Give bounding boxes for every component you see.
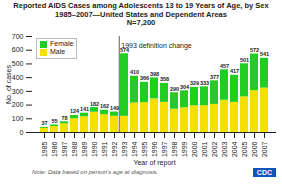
svg-text:501: 501 [240, 57, 249, 63]
svg-text:182: 182 [90, 100, 99, 106]
svg-text:457: 457 [220, 63, 229, 69]
html-text:Note: Data based on person's a: Note: Data based on person's age at diag… [32, 169, 159, 176]
svg-text:2007: 2007 [261, 141, 268, 157]
svg-text:2000: 2000 [191, 141, 198, 157]
svg-text:1992: 1992 [111, 141, 118, 157]
html-text:Male: Male [50, 48, 66, 56]
svg-text:304: 304 [180, 84, 190, 90]
svg-text:200: 200 [12, 101, 24, 108]
svg-text:37: 37 [41, 120, 47, 126]
svg-text:149: 149 [110, 105, 119, 111]
svg-text:398: 398 [150, 71, 159, 77]
svg-text:1987: 1987 [61, 141, 68, 157]
svg-text:2006: 2006 [251, 141, 258, 157]
svg-text:Year of report: Year of report [133, 158, 175, 166]
svg-text:1995: 1995 [141, 141, 148, 157]
svg-text:78: 78 [61, 115, 67, 121]
svg-text:366: 366 [140, 75, 149, 81]
svg-text:1990: 1990 [91, 141, 98, 157]
svg-text:329: 329 [190, 80, 199, 86]
svg-text:700: 700 [12, 33, 24, 40]
svg-text:2005: 2005 [241, 141, 248, 157]
svg-text:1998: 1998 [171, 141, 178, 157]
svg-text:1986: 1986 [51, 141, 58, 157]
svg-text:1999: 1999 [181, 141, 188, 157]
svg-text:1993 definition change: 1993 definition change [121, 42, 192, 50]
html-text:N=7,200: N=7,200 [126, 18, 156, 28]
svg-text:2001: 2001 [201, 141, 208, 157]
svg-text:1991: 1991 [101, 141, 108, 157]
html-text:Female: Female [50, 39, 74, 47]
svg-text:417: 417 [230, 68, 239, 74]
svg-text:1996: 1996 [151, 141, 158, 157]
svg-text:541: 541 [260, 51, 269, 57]
svg-text:2002: 2002 [211, 141, 218, 157]
svg-text:1997: 1997 [161, 141, 168, 157]
svg-text:290: 290 [170, 86, 179, 92]
svg-text:500: 500 [12, 60, 24, 67]
svg-text:1989: 1989 [81, 141, 88, 157]
svg-text:162: 162 [100, 103, 109, 109]
svg-text:1985: 1985 [41, 141, 48, 157]
svg-text:No. of cases: No. of cases [5, 64, 12, 103]
svg-text:1994: 1994 [131, 141, 138, 157]
svg-text:141: 141 [80, 106, 89, 112]
svg-text:410: 410 [130, 69, 139, 75]
html-text:Reported AIDS Cases among Adol: Reported AIDS Cases among Adolescents 13… [13, 1, 269, 19]
svg-text:574: 574 [119, 46, 130, 53]
svg-text:55: 55 [51, 118, 57, 124]
svg-text:358: 358 [160, 76, 169, 82]
svg-text:100: 100 [12, 115, 24, 122]
svg-text:333: 333 [200, 80, 209, 86]
svg-text:400: 400 [12, 74, 24, 81]
svg-text:572: 572 [250, 47, 259, 53]
svg-text:124: 124 [70, 108, 80, 114]
svg-text:0: 0 [20, 129, 24, 136]
svg-text:377: 377 [210, 74, 219, 80]
svg-text:600: 600 [12, 46, 24, 53]
svg-text:1993: 1993 [121, 141, 128, 157]
svg-text:2004: 2004 [231, 141, 238, 157]
svg-text:1988: 1988 [71, 141, 78, 157]
svg-text:300: 300 [12, 87, 24, 94]
svg-text:2003: 2003 [221, 141, 228, 157]
html-text:CDC: CDC [256, 168, 272, 176]
